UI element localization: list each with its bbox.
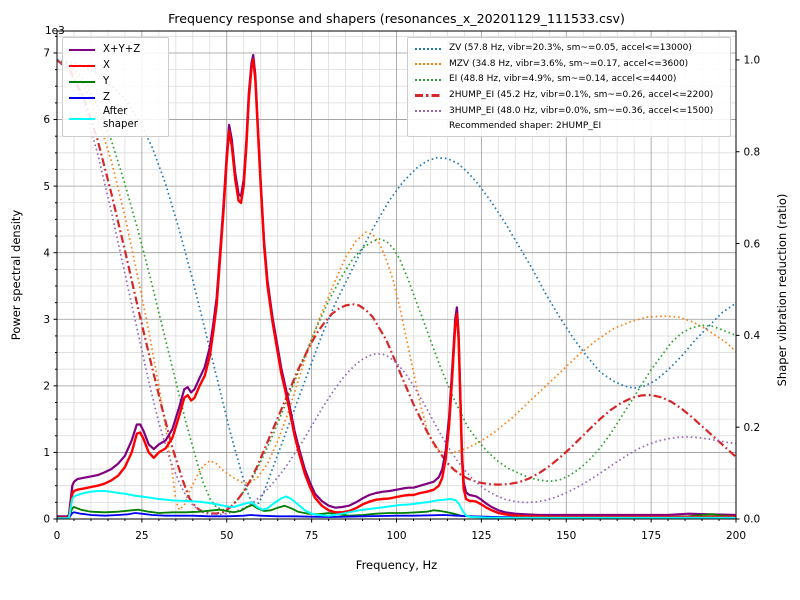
x-tick-label: 100 — [386, 530, 406, 542]
mzv-label: MZV (34.8 Hz, vibr=3.6%, sm~=0.17, accel… — [449, 58, 689, 69]
x-line-sample-icon — [69, 65, 95, 67]
series-after-shaper — [57, 490, 736, 520]
after-shaper-line-sample-icon — [69, 117, 95, 120]
zv-label: ZV (57.8 Hz, vibr=20.3%, sm~=0.05, accel… — [449, 43, 692, 54]
x-tick-label: 0 — [54, 530, 61, 542]
x-tick-label: 75 — [305, 530, 318, 542]
axis-tick-labels: 0 25 50 75 100 125 150 175 200 0 1 2 3 4 5 6 7 0.0 0.2 0.4 0… — [43, 48, 760, 542]
z-label: Z — [103, 91, 110, 103]
legend-item-y: Y — [69, 74, 162, 90]
x-tick-label: 25 — [135, 530, 148, 542]
xyz-label: X+Y+Z — [103, 43, 141, 55]
series-x — [57, 58, 737, 519]
y-left-axis-label: Power spectral density — [9, 209, 23, 341]
series-zv — [56, 59, 737, 507]
series-mzv — [56, 59, 737, 511]
legend-item-z: Z — [69, 90, 162, 106]
legend-shapers: ZV (57.8 Hz, vibr=20.3%, sm~=0.05, accel… — [407, 37, 731, 137]
xyz-line-sample-icon — [69, 49, 95, 51]
mzv-line-sample-icon — [415, 63, 441, 66]
y-left-tick-label: 6 — [43, 114, 50, 126]
legend-psd: X+Y+Z X Y Z After shaper — [62, 37, 169, 137]
x-label: X — [103, 59, 110, 71]
x-tick-label: 200 — [726, 530, 746, 542]
y-left-tick-label: 3 — [43, 314, 50, 326]
after-shaper-label: After shaper — [103, 106, 138, 130]
y-right-axis-label: Shaper vibration reduction (ratio) — [775, 193, 789, 387]
y-right-tick-label: 0.8 — [744, 146, 761, 158]
2hump-ei-line-sample-icon — [415, 94, 441, 97]
legend-item-after-shaper: After shaper — [69, 106, 162, 132]
y-line-sample-icon — [69, 81, 95, 83]
y-left-tick-label: 4 — [43, 247, 50, 259]
y-right-tick-label: 0.4 — [744, 330, 761, 342]
3hump-ei-label: 3HUMP_EI (48.0 Hz, vibr=0.0%, sm~=0.36, … — [449, 105, 714, 116]
zv-line-sample-icon — [415, 47, 441, 50]
series-3hump-ei — [56, 59, 737, 516]
x-tick-label: 125 — [471, 530, 491, 542]
y-label: Y — [103, 75, 110, 87]
x-tick-label: 150 — [556, 530, 576, 542]
chart-title: Frequency response and shapers (resonanc… — [168, 11, 625, 26]
x-tick-label: 175 — [641, 530, 661, 542]
axis-ticks — [53, 35, 740, 523]
y-right-tick-label: 1.0 — [744, 55, 761, 67]
legend-item-2hump-ei: 2HUMP_EI (45.2 Hz, vibr=0.1%, sm~=0.26, … — [415, 88, 723, 104]
y-right-tick-label: 0.2 — [744, 422, 761, 434]
legend-item-x: X — [69, 58, 162, 74]
y-left-tick-label: 2 — [43, 381, 50, 393]
legend-item-zv: ZV (57.8 Hz, vibr=20.3%, sm~=0.05, accel… — [415, 41, 723, 57]
x-tick-label: 50 — [220, 530, 233, 542]
z-line-sample-icon — [69, 97, 95, 99]
x-axis-label: Frequency, Hz — [355, 558, 438, 572]
ei-line-sample-icon — [415, 78, 441, 81]
y-left-tick-label: 5 — [43, 181, 50, 193]
y-left-offset-label: 1e3 — [45, 25, 65, 37]
y-left-tick-label: 7 — [43, 48, 50, 60]
ei-label: EI (48.8 Hz, vibr=4.9%, sm~=0.14, accel<… — [449, 74, 677, 85]
y-left-tick-label: 1 — [43, 447, 50, 459]
legend-item-ei: EI (48.8 Hz, vibr=4.9%, sm~=0.14, accel<… — [415, 72, 723, 88]
3hump-ei-line-sample-icon — [415, 110, 441, 113]
2hump-ei-label: 2HUMP_EI (45.2 Hz, vibr=0.1%, sm~=0.26, … — [449, 89, 714, 100]
legend-item-3hump-ei: 3HUMP_EI (48.0 Hz, vibr=0.0%, sm~=0.36, … — [415, 103, 723, 119]
y-right-tick-label: 0.6 — [744, 238, 761, 250]
recommended-shaper-note: Recommended shaper: 2HUMP_EI — [449, 120, 602, 131]
legend-item-xyz: X+Y+Z — [69, 42, 162, 58]
legend-item-mzv: MZV (34.8 Hz, vibr=3.6%, sm~=0.17, accel… — [415, 57, 723, 73]
y-left-tick-label: 0 — [43, 514, 50, 526]
y-right-tick-label: 0.0 — [744, 514, 761, 526]
